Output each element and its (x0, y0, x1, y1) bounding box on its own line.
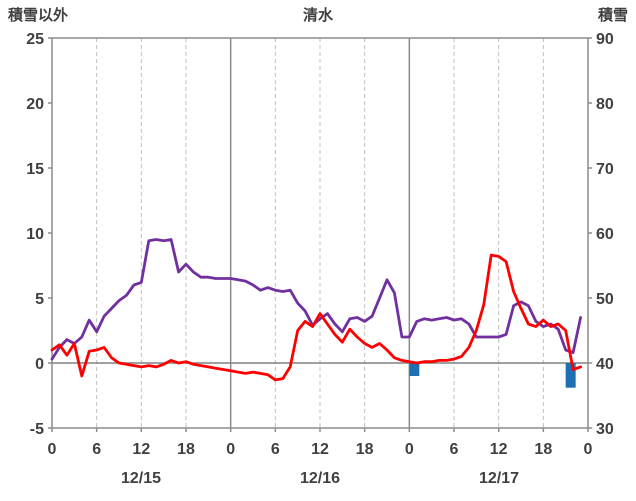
x-axis-tick-label: 6 (450, 441, 459, 458)
series-blue-bar (409, 363, 420, 376)
series-red-line (50, 253, 582, 382)
left-axis-tick-label: 25 (26, 31, 44, 48)
x-axis-tick-label: 0 (48, 441, 57, 458)
x-axis-tick-label: 18 (534, 441, 552, 458)
right-axis-tick-label: 80 (596, 96, 614, 113)
right-axis-tick-label: 50 (596, 291, 614, 308)
date-label: 12/16 (299, 470, 341, 487)
station-title: 清水 (302, 7, 334, 24)
x-axis-tick-label: 0 (405, 441, 414, 458)
x-axis-tick-label: 18 (177, 441, 195, 458)
x-axis-tick-label: 0 (226, 441, 235, 458)
x-axis-tick-label: 0 (584, 441, 593, 458)
right-axis-tick-label: 70 (596, 161, 614, 178)
right-axis-tick-label: 40 (596, 356, 614, 373)
left-axis-tick-label: 0 (35, 356, 44, 373)
right-axis-tick-label: 30 (596, 421, 614, 438)
left-axis-title: 積雪以外 (8, 7, 69, 24)
right-axis-tick-label: 90 (596, 31, 614, 48)
left-axis-tick-label: 15 (26, 161, 44, 178)
right-axis-tick-label: 60 (596, 226, 614, 243)
series-blue-bar (565, 363, 576, 388)
date-label: 12/17 (478, 470, 520, 487)
x-axis-tick-label: 6 (92, 441, 101, 458)
x-axis-tick-label: 12 (132, 441, 150, 458)
left-axis-tick-label: 10 (26, 226, 44, 243)
right-axis-title: 積雪 (597, 7, 628, 24)
left-axis-tick-label: 20 (26, 96, 44, 113)
x-axis-tick-label: 18 (356, 441, 374, 458)
x-axis-tick-label: 12 (311, 441, 329, 458)
x-axis-tick-label: 6 (271, 441, 280, 458)
date-label: 12/15 (120, 470, 162, 487)
x-axis-tick-label: 12 (490, 441, 508, 458)
left-axis-tick-label: -5 (30, 421, 44, 438)
left-axis-tick-label: 5 (35, 291, 44, 308)
